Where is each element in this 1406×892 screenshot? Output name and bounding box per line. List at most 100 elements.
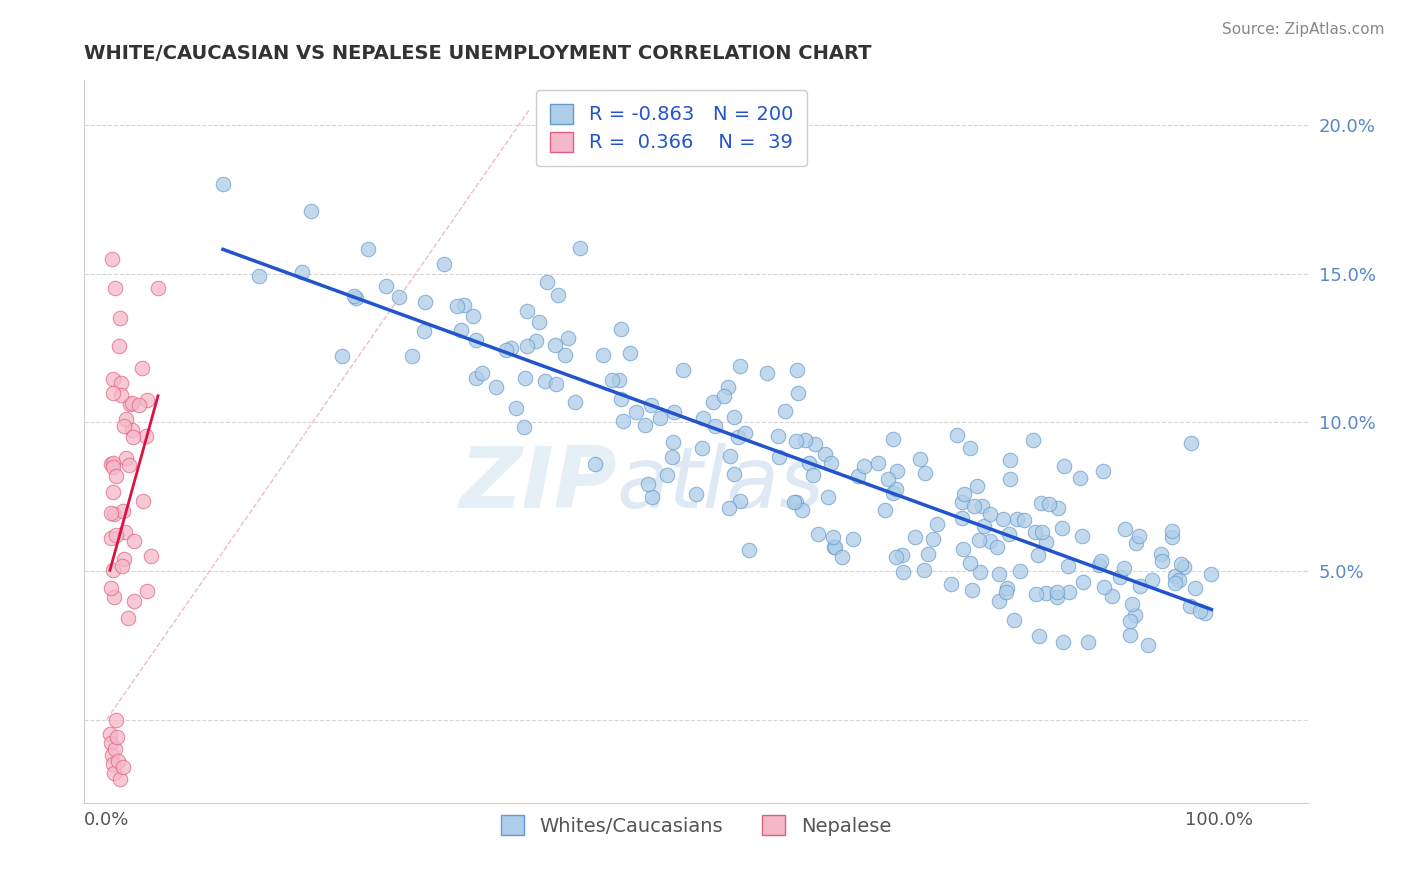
Point: [612, 414, 634, 428]
Point: [1118, 614, 1140, 628]
Point: [374, 279, 396, 293]
Point: [1028, 629, 1050, 643]
Point: [998, 527, 1021, 541]
Point: [101, 748, 124, 763]
Point: [247, 269, 270, 284]
Point: [1026, 548, 1049, 562]
Point: [814, 447, 837, 461]
Point: [952, 487, 974, 501]
Point: [1035, 586, 1057, 600]
Point: [1161, 524, 1184, 538]
Point: [121, 423, 143, 437]
Point: [524, 334, 547, 348]
Point: [959, 557, 981, 571]
Point: [634, 417, 657, 432]
Point: [786, 386, 808, 401]
Point: [108, 311, 131, 326]
Point: [299, 203, 322, 218]
Point: [685, 487, 707, 501]
Point: [1121, 597, 1143, 611]
Point: [730, 493, 752, 508]
Point: [610, 392, 633, 406]
Point: [543, 338, 565, 352]
Point: [785, 495, 807, 509]
Point: [103, 757, 125, 772]
Point: [1125, 536, 1147, 550]
Point: [803, 436, 825, 450]
Point: [111, 558, 134, 573]
Point: [499, 341, 522, 355]
Point: [139, 549, 162, 563]
Text: WHITE/CAUCASIAN VS NEPALESE UNEMPLOYMENT CORRELATION CHART: WHITE/CAUCASIAN VS NEPALESE UNEMPLOYMENT…: [84, 45, 872, 63]
Point: [882, 486, 904, 500]
Point: [782, 495, 804, 509]
Point: [117, 610, 139, 624]
Point: [661, 450, 683, 464]
Point: [465, 370, 488, 384]
Point: [807, 527, 830, 541]
Point: [557, 331, 579, 345]
Point: [979, 533, 1001, 548]
Point: [692, 411, 714, 425]
Point: [959, 441, 981, 455]
Point: [100, 736, 122, 750]
Point: [785, 434, 807, 449]
Point: [291, 264, 314, 278]
Point: [1053, 459, 1076, 474]
Point: [1071, 575, 1094, 590]
Point: [886, 464, 908, 478]
Point: [966, 479, 988, 493]
Point: [950, 495, 973, 509]
Point: [533, 374, 555, 388]
Point: [1057, 585, 1080, 599]
Point: [969, 565, 991, 579]
Point: [1161, 530, 1184, 544]
Point: [882, 432, 904, 446]
Point: [768, 450, 790, 464]
Point: [1070, 528, 1092, 542]
Point: [831, 550, 853, 565]
Point: [516, 303, 538, 318]
Point: [995, 585, 1018, 599]
Point: [973, 519, 995, 533]
Point: [786, 363, 808, 377]
Point: [1118, 628, 1140, 642]
Point: [1109, 570, 1132, 584]
Point: [713, 389, 735, 403]
Point: [610, 322, 633, 336]
Point: [600, 372, 623, 386]
Point: [103, 591, 125, 605]
Point: [1092, 581, 1115, 595]
Point: [103, 564, 125, 578]
Point: [650, 411, 672, 425]
Point: [922, 533, 945, 547]
Point: [515, 371, 537, 385]
Point: [108, 339, 131, 353]
Point: [461, 309, 484, 323]
Point: [100, 506, 122, 520]
Point: [1168, 573, 1191, 587]
Point: [970, 499, 993, 513]
Point: [1052, 521, 1074, 535]
Point: [986, 540, 1008, 554]
Point: [1123, 607, 1146, 622]
Point: [100, 457, 122, 471]
Point: [212, 178, 235, 192]
Point: [112, 552, 135, 566]
Point: [485, 379, 508, 393]
Point: [1164, 575, 1187, 590]
Point: [1173, 560, 1195, 574]
Point: [738, 543, 761, 558]
Point: [108, 772, 131, 786]
Point: [884, 482, 907, 496]
Point: [868, 456, 890, 470]
Point: [619, 345, 641, 359]
Point: [640, 398, 662, 412]
Point: [824, 540, 846, 554]
Point: [1114, 522, 1136, 536]
Point: [1046, 585, 1069, 599]
Point: [1056, 558, 1078, 573]
Point: [1129, 579, 1152, 593]
Point: [967, 533, 990, 548]
Point: [1022, 433, 1045, 447]
